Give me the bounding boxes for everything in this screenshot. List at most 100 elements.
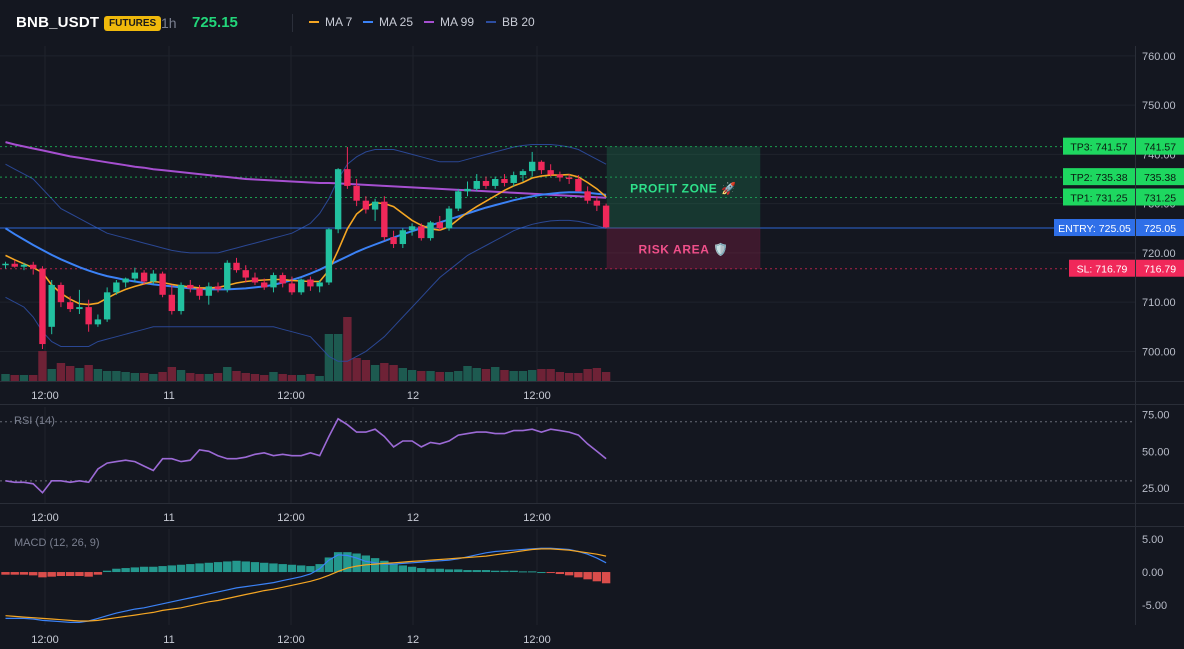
level-value-tag: [1136, 219, 1184, 237]
legend-item-bb20[interactable]: BB 20: [486, 15, 535, 29]
macd-histogram-bar: [232, 560, 241, 573]
volume-bar: [454, 371, 463, 381]
volume-bar: [389, 365, 398, 381]
macd-histogram-bar: [121, 568, 130, 573]
volume-bar: [491, 367, 500, 381]
volume-bar: [546, 369, 555, 381]
macd-histogram-bar: [454, 569, 463, 573]
time-axis-label: 12:00: [277, 634, 305, 646]
volume-bar: [56, 363, 66, 381]
macd-histogram-bar: [601, 572, 611, 584]
candle-body: [353, 185, 360, 201]
candle-body: [261, 282, 268, 288]
symbol-name[interactable]: BNB_USDT: [16, 14, 100, 31]
volume-bar: [1, 374, 10, 381]
macd-histogram-bar: [361, 555, 371, 573]
macd-histogram-bar: [204, 562, 213, 573]
macd-histogram-layer: [1, 552, 611, 584]
time-axis-label: 11: [163, 390, 174, 402]
volume-bar: [102, 371, 112, 381]
macd-histogram-bar: [398, 565, 408, 573]
candle-body: [205, 286, 212, 296]
volume-bar: [472, 368, 481, 381]
macd-histogram-bar: [537, 572, 546, 574]
candle-body: [279, 275, 286, 284]
time-axis-label: 12:00: [523, 634, 551, 646]
legend-item-ma99[interactable]: MA 99: [424, 15, 474, 29]
volume-bar: [176, 370, 186, 381]
candle-body: [501, 179, 508, 183]
level-value-tag: [1136, 188, 1184, 206]
last-price: 725.15: [192, 14, 238, 31]
macd-histogram-bar: [130, 567, 140, 573]
level-tag-label: TP2: 735.38: [1070, 172, 1127, 184]
risk-area-label: RISK AREA 🛡️: [639, 242, 729, 256]
macd-histogram-bar: [564, 572, 574, 576]
candle-body: [242, 270, 249, 278]
candle-body: [11, 263, 18, 267]
candle-body: [371, 201, 379, 210]
bb-lower-line: [5, 219, 607, 362]
candle-body: [445, 208, 453, 229]
candle-body: [76, 307, 83, 310]
timeframe-label[interactable]: 1h: [161, 15, 177, 31]
macd-histogram-bar: [102, 570, 112, 573]
volume-bar: [112, 371, 121, 381]
legend-item-ma7[interactable]: MA 7: [309, 15, 352, 29]
volume-layer: [1, 317, 611, 381]
candle-body: [455, 191, 462, 209]
candle-body: [196, 288, 203, 296]
macd-histogram-bar: [269, 563, 278, 573]
candle-body: [39, 268, 46, 345]
volume-bar: [29, 375, 38, 381]
volume-bar: [250, 374, 260, 381]
level-tag-entry: [1054, 219, 1135, 237]
volume-bar: [444, 372, 454, 381]
time-axis-label: 12: [407, 390, 419, 402]
volume-bar: [47, 369, 56, 381]
futures-badge: FUTURES: [104, 16, 162, 31]
legend-swatch: [309, 20, 319, 23]
candle-body: [381, 201, 388, 238]
macd-histogram-bar: [435, 568, 444, 573]
legend-item-ma25[interactable]: MA 25: [363, 15, 413, 29]
macd-histogram-bar: [29, 572, 38, 576]
volume-bar: [186, 373, 195, 381]
macd-histogram-bar: [343, 552, 352, 573]
candle-body: [48, 284, 55, 327]
candle-body: [556, 174, 564, 178]
candle-body: [418, 226, 425, 239]
candle-body: [214, 286, 222, 290]
volume-bar: [537, 369, 546, 381]
macd-histogram-bar: [1, 572, 10, 575]
macd-histogram-bar: [472, 570, 481, 573]
candle-body: [593, 200, 601, 206]
macd-histogram-bar: [278, 564, 287, 573]
header-divider: [292, 14, 293, 32]
time-axis-label: 12:00: [523, 390, 551, 402]
macd-histogram-bar: [213, 562, 223, 573]
macd-title: MACD (12, 26, 9): [14, 537, 100, 549]
ma7-line: [5, 173, 607, 306]
candle-body: [344, 169, 351, 186]
candle-body: [408, 226, 416, 231]
time-axis-label: 12:00: [523, 512, 551, 524]
price-axis-label: 760.00: [1142, 51, 1176, 63]
volume-bar: [370, 365, 380, 381]
volume-bar: [361, 360, 371, 381]
volume-bar: [500, 370, 509, 381]
macd-histogram-bar: [555, 572, 565, 575]
level-value-label: 731.25: [1144, 192, 1176, 204]
candle-body: [168, 294, 176, 312]
macd-histogram-bar: [527, 571, 537, 573]
volume-bar: [352, 358, 361, 381]
macd-histogram-bar: [481, 570, 491, 573]
volume-bar: [10, 375, 19, 381]
macd-histogram-bar: [56, 572, 66, 577]
level-tag-label: TP3: 741.57: [1070, 142, 1127, 154]
profit-zone-box: [606, 146, 761, 229]
candle-body: [122, 278, 129, 283]
volume-bar: [84, 365, 93, 381]
level-value-label: 725.05: [1144, 223, 1176, 235]
